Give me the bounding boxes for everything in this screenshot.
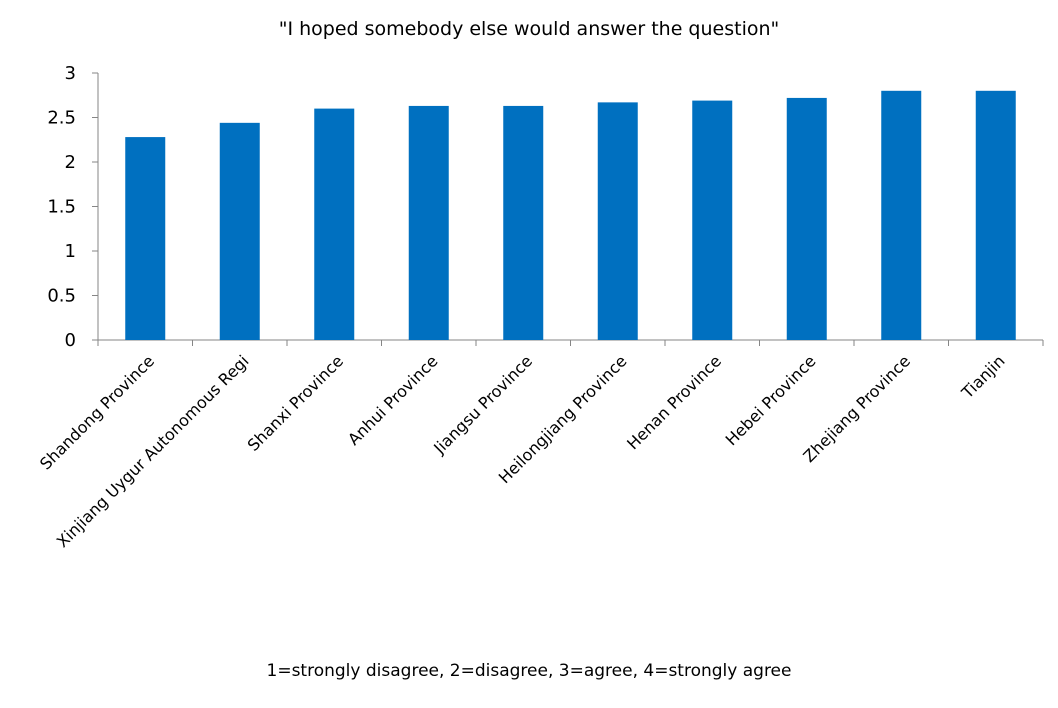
x-category-label: Henan Province xyxy=(623,351,725,453)
y-tick-label: 0.5 xyxy=(47,286,76,307)
bar xyxy=(692,101,732,340)
bar xyxy=(787,98,827,340)
x-category-label: Zhejiang Province xyxy=(799,351,914,466)
x-category-label: Anhui Province xyxy=(344,351,442,449)
x-category-label: Tianjin xyxy=(957,351,1008,402)
bar xyxy=(503,106,543,340)
bar xyxy=(881,91,921,340)
y-tick-label: 2.5 xyxy=(47,108,76,129)
bar xyxy=(598,102,638,340)
x-category-label: Shanxi Province xyxy=(244,351,347,454)
bar xyxy=(409,106,449,340)
bar xyxy=(125,137,165,340)
y-tick-label: 3 xyxy=(65,63,76,84)
x-category-label: Hebei Province xyxy=(722,351,820,449)
y-tick-label: 0 xyxy=(65,330,76,351)
x-category-label: Xinjiang Uygur Autonomous Regi xyxy=(53,351,253,551)
y-tick-label: 1 xyxy=(65,241,76,262)
bar xyxy=(220,123,260,340)
bar xyxy=(976,91,1016,340)
footnote: 1=strongly disagree, 2=disagree, 3=agree… xyxy=(0,661,1058,681)
y-tick-label: 2 xyxy=(65,152,76,173)
bar xyxy=(314,109,354,340)
x-category-label: Jiangsu Province xyxy=(429,351,536,458)
y-tick-label: 1.5 xyxy=(47,197,76,218)
